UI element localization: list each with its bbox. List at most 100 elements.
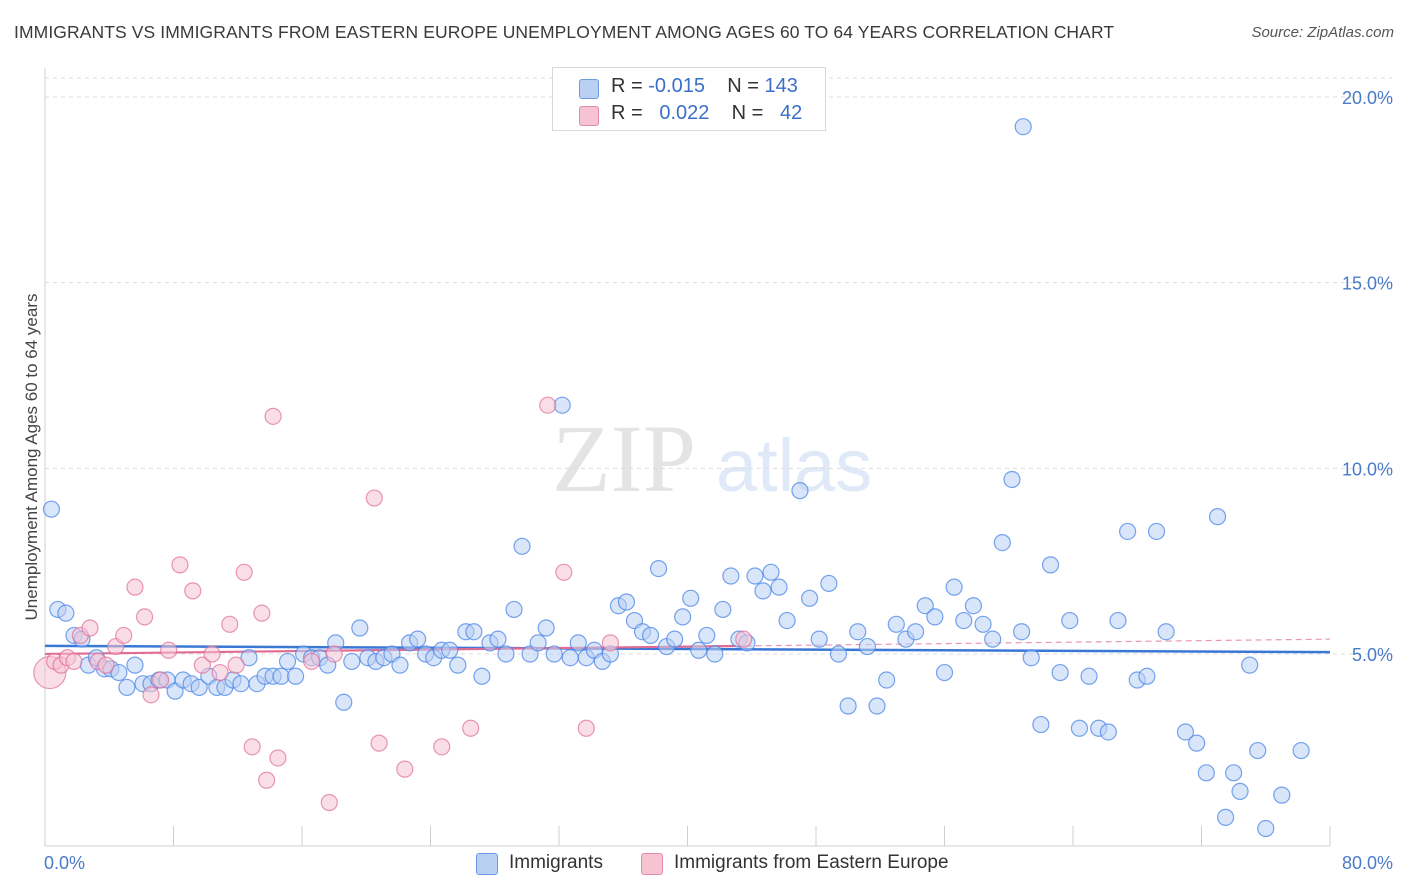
point-immigrants bbox=[278, 652, 297, 671]
x-tick-labels: 0.0% 80.0% bbox=[44, 853, 1393, 873]
point-immigrants bbox=[1157, 623, 1175, 641]
point-eastern-europe bbox=[258, 771, 276, 789]
point-immigrants bbox=[286, 667, 305, 685]
point-immigrants bbox=[465, 623, 483, 641]
trend-line-immigrants bbox=[44, 644, 1331, 654]
point-immigrants bbox=[754, 582, 772, 600]
r-label: R = bbox=[611, 75, 643, 97]
point-immigrants bbox=[1080, 667, 1098, 685]
point-immigrants bbox=[569, 634, 587, 652]
point-immigrants bbox=[706, 645, 724, 663]
n-value-eastern-europe: 42 bbox=[780, 102, 803, 124]
point-immigrants bbox=[1119, 522, 1137, 541]
point-eastern-europe bbox=[97, 656, 115, 674]
point-eastern-europe bbox=[203, 645, 221, 663]
point-immigrants bbox=[553, 396, 571, 414]
point-immigrants bbox=[926, 608, 944, 626]
point-eastern-europe bbox=[160, 641, 178, 659]
point-immigrants bbox=[1188, 734, 1206, 752]
point-eastern-europe bbox=[184, 582, 202, 600]
point-immigrants bbox=[1109, 611, 1127, 630]
point-immigrants bbox=[858, 637, 877, 656]
point-eastern-europe bbox=[462, 719, 480, 737]
point-immigrants bbox=[232, 675, 250, 693]
y-tick-labels: 5.0% 10.0% 15.0% 20.0% bbox=[1342, 88, 1393, 665]
point-eastern-europe bbox=[325, 645, 343, 663]
point-eastern-europe bbox=[735, 630, 753, 648]
point-eastern-europe bbox=[577, 719, 595, 737]
point-immigrants bbox=[391, 656, 409, 674]
point-eastern-europe bbox=[264, 407, 282, 425]
legend-swatch-blue bbox=[579, 79, 599, 99]
point-immigrants bbox=[505, 600, 523, 619]
point-eastern-europe bbox=[370, 734, 388, 752]
point-immigrants bbox=[964, 597, 983, 615]
stats-legend: R = -0.015 N = 143 R = 0.022 N = 42 bbox=[552, 67, 826, 131]
point-eastern-europe bbox=[243, 738, 261, 756]
r-value-eastern-europe: 0.022 bbox=[659, 102, 710, 124]
point-immigrants bbox=[1012, 623, 1031, 641]
point-immigrants bbox=[666, 630, 684, 648]
point-immigrants bbox=[1014, 118, 1032, 136]
point-immigrants bbox=[746, 567, 764, 585]
point-immigrants bbox=[272, 667, 290, 685]
point-eastern-europe bbox=[65, 652, 83, 671]
point-immigrants bbox=[617, 593, 636, 611]
point-immigrants bbox=[778, 611, 796, 630]
point-immigrants bbox=[118, 678, 136, 697]
point-immigrants bbox=[878, 671, 896, 689]
n-label: N = bbox=[731, 102, 764, 124]
point-eastern-europe bbox=[539, 396, 557, 414]
point-immigrants bbox=[1257, 819, 1275, 838]
point-immigrants bbox=[791, 482, 809, 500]
point-immigrants bbox=[1225, 764, 1243, 782]
trend-lines bbox=[44, 638, 1331, 656]
point-immigrants bbox=[690, 641, 708, 659]
point-immigrants bbox=[529, 634, 547, 652]
point-immigrants bbox=[409, 630, 427, 648]
point-immigrants bbox=[984, 630, 1002, 648]
point-immigrants bbox=[1208, 508, 1227, 526]
point-eastern-europe bbox=[396, 760, 414, 778]
point-immigrants bbox=[800, 589, 819, 607]
point-immigrants bbox=[762, 563, 780, 581]
legend-swatch-pink bbox=[579, 106, 599, 126]
point-immigrants bbox=[545, 645, 563, 663]
point-immigrants bbox=[974, 615, 992, 633]
point-immigrants bbox=[935, 663, 954, 682]
point-eastern-europe bbox=[135, 608, 154, 626]
source-label: Source: ZipAtlas.com bbox=[1251, 24, 1394, 41]
point-eastern-europe bbox=[171, 556, 189, 574]
point-eastern-europe bbox=[81, 619, 99, 637]
point-immigrants bbox=[537, 619, 555, 637]
point-immigrants bbox=[770, 578, 788, 596]
bottom-swatch-blue bbox=[476, 853, 498, 875]
point-immigrants bbox=[820, 574, 838, 593]
point-immigrants bbox=[1099, 723, 1117, 741]
point-immigrants bbox=[674, 608, 692, 626]
point-immigrants bbox=[1273, 786, 1291, 804]
point-immigrants bbox=[955, 611, 973, 630]
point-immigrants bbox=[240, 649, 258, 667]
x-tick-label-min: 0.0% bbox=[44, 853, 85, 873]
point-immigrants bbox=[335, 693, 353, 711]
point-immigrants bbox=[1147, 522, 1166, 541]
point-immigrants bbox=[1249, 741, 1267, 760]
point-eastern-europe bbox=[253, 604, 271, 622]
point-eastern-europe bbox=[142, 686, 160, 704]
point-immigrants bbox=[1041, 556, 1060, 574]
point-eastern-europe bbox=[211, 663, 229, 682]
point-eastern-europe bbox=[433, 738, 451, 756]
point-immigrants bbox=[497, 645, 515, 663]
point-immigrants bbox=[351, 619, 369, 637]
y-tick-label: 5.0% bbox=[1352, 645, 1393, 665]
point-immigrants bbox=[1003, 470, 1021, 489]
x-tick-label-max: 80.0% bbox=[1342, 853, 1393, 873]
point-immigrants bbox=[489, 630, 507, 648]
y-tick-label: 15.0% bbox=[1342, 274, 1393, 294]
r-value-immigrants: -0.015 bbox=[648, 75, 705, 97]
point-immigrants bbox=[1216, 808, 1235, 826]
point-immigrants bbox=[1022, 649, 1040, 667]
data-points bbox=[33, 118, 1310, 838]
point-immigrants bbox=[887, 615, 905, 633]
